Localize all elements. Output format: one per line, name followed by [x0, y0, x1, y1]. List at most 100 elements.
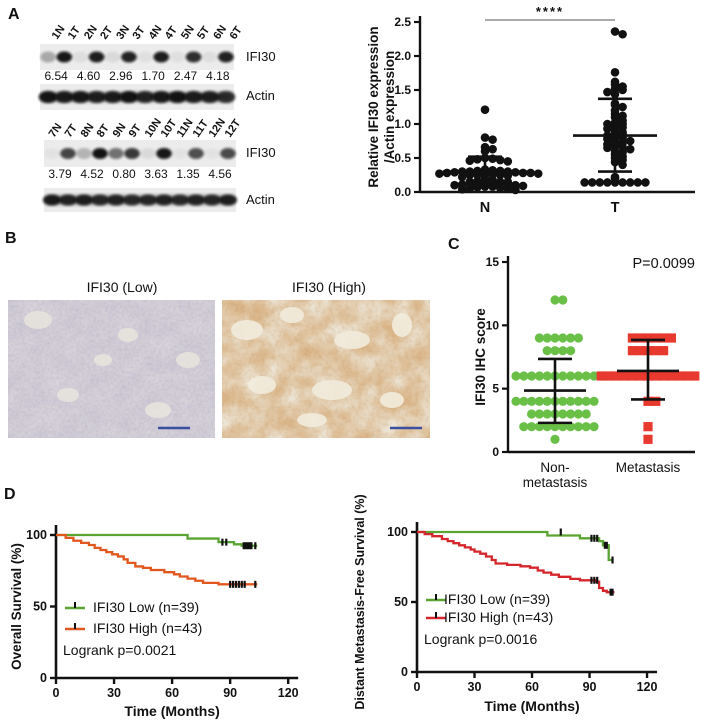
protein-band — [40, 51, 56, 63]
protein-band — [59, 194, 77, 206]
survival-curve — [56, 533, 258, 586]
data-point — [610, 27, 620, 36]
y-tick-label: 5 — [492, 382, 499, 396]
censor-mark — [231, 580, 235, 588]
censor-mark — [254, 542, 257, 550]
data-point — [596, 371, 606, 381]
data-point — [542, 396, 552, 406]
lane-label: 5N — [179, 23, 197, 41]
data-point — [573, 396, 583, 406]
data-point — [589, 396, 599, 406]
protein-band — [72, 51, 89, 63]
protein-band — [137, 51, 153, 63]
protein-band — [75, 194, 93, 206]
protein-band — [107, 194, 125, 206]
censor-mark — [244, 542, 247, 550]
y-tick-label: 10 — [486, 318, 500, 332]
data-point — [603, 87, 612, 97]
data-point — [527, 396, 537, 406]
censor-mark — [254, 580, 257, 588]
protein-band — [88, 51, 105, 63]
data-point — [503, 177, 513, 187]
protein-band — [218, 51, 234, 63]
protein-band — [104, 51, 121, 63]
band-quantification: 0.80 — [112, 167, 136, 181]
data-point — [542, 333, 552, 343]
data-point — [580, 178, 589, 187]
data-point — [542, 409, 552, 419]
x-tick-label: 90 — [223, 686, 237, 700]
blot-label-ifi30-2: IFI30 — [246, 145, 276, 160]
censor-mark — [243, 580, 246, 588]
x-category-label: N — [480, 200, 490, 216]
data-point — [666, 333, 676, 343]
data-point — [690, 371, 700, 381]
data-point — [618, 29, 627, 39]
data-point — [633, 178, 643, 187]
data-point — [566, 409, 576, 419]
protein-band — [188, 148, 204, 159]
lane-label: 3N — [114, 23, 132, 41]
data-point — [550, 422, 560, 432]
data-point — [533, 169, 543, 178]
km-overall-survival: 0 50 100 0 30 60 90 120 Time (Months) Overall Sur… — [9, 525, 299, 719]
data-point — [659, 371, 669, 381]
data-point — [666, 371, 676, 381]
panel-label-a: A — [8, 6, 20, 23]
y-tick-label: 0 — [401, 665, 408, 679]
data-point — [558, 333, 568, 343]
x-tick-label: 60 — [165, 686, 179, 700]
protein-band — [156, 148, 172, 159]
lane-label: 12T — [223, 117, 244, 140]
data-point — [534, 409, 544, 419]
censor-mark — [590, 576, 593, 584]
data-point — [643, 422, 653, 432]
protein-band — [151, 91, 171, 103]
censor-mark — [242, 542, 245, 550]
x-tick-label: 120 — [278, 686, 299, 700]
lane-label: 3T — [130, 24, 147, 42]
data-point — [542, 371, 552, 381]
censor-mark — [593, 534, 596, 542]
band-quantification: 3.79 — [48, 167, 72, 181]
data-point — [625, 144, 635, 154]
data-point — [527, 422, 537, 432]
x-tick-label: 120 — [637, 680, 658, 694]
data-point — [643, 396, 653, 406]
data-point — [550, 346, 560, 356]
data-point — [465, 156, 475, 166]
data-point — [450, 180, 459, 190]
data-point — [511, 180, 520, 190]
data-point — [651, 396, 661, 406]
y-tick-label: 0.0 — [394, 185, 411, 199]
data-point — [618, 82, 627, 91]
censor-mark — [609, 588, 612, 596]
data-point — [519, 371, 529, 381]
protein-band — [76, 148, 92, 159]
protein-band — [38, 91, 58, 103]
data-point — [480, 133, 490, 142]
logrank-label: Logrank p=0.0021 — [63, 642, 176, 658]
data-point — [581, 396, 591, 406]
protein-band — [200, 91, 220, 103]
lane-label: 6T — [227, 24, 244, 42]
protein-band — [44, 148, 60, 159]
censor-mark — [240, 580, 243, 588]
lane-label: 8T — [95, 122, 112, 140]
data-point — [573, 333, 583, 343]
censor-mark — [234, 580, 238, 588]
data-point — [527, 409, 537, 419]
data-point — [618, 111, 627, 121]
y-axis-label: /Actin expression — [382, 51, 397, 164]
protein-band — [171, 194, 189, 206]
protein-band — [153, 51, 170, 63]
protein-band — [91, 194, 109, 206]
protein-band — [168, 91, 187, 103]
censor-mark — [225, 538, 228, 546]
data-point — [589, 371, 599, 381]
data-point — [625, 136, 635, 146]
band-quantification: 4.18 — [206, 69, 230, 83]
y-tick-label: 15 — [486, 255, 500, 269]
km-distant-metastasis-free-survival: 0 50 100 0 30 60 90 120 Time (Months) Distant Met… — [353, 494, 658, 714]
